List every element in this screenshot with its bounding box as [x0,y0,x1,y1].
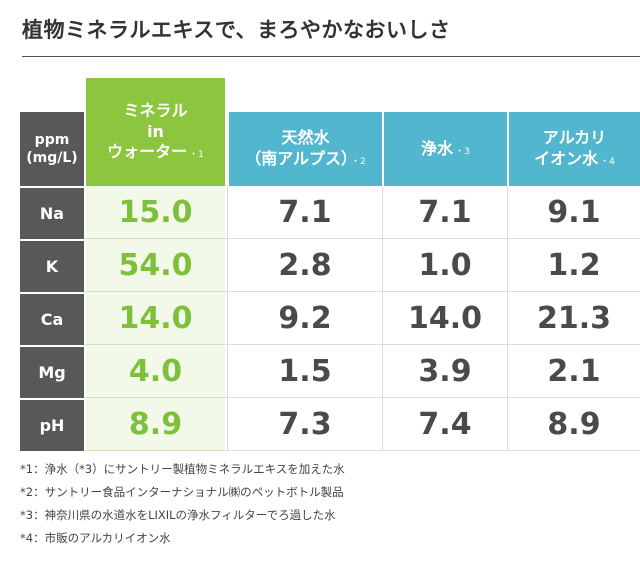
column-header-line: アルカリ [542,128,607,148]
value-cell: 9.2 [227,292,382,345]
footnotes: *1：浄水（*3）にサントリー製植物ミネラルエキスを加えた水 *2：サントリー食… [20,458,345,550]
column-header-line: ミネラル [123,100,188,120]
footnote-3: *3：神奈川県の水道水をLIXILの浄水フィルターでろ過した水 [20,508,336,522]
value-cell: 3.9 [382,345,507,398]
footnote-4: *4：市販のアルカリイオン水 [20,531,171,545]
value-cell: 7.3 [227,398,382,451]
value-cell-highlight: 15.0 [84,186,227,239]
value-cell: 2.8 [227,239,382,292]
value-cell: 1.0 [382,239,507,292]
column-header-natural-water: 天然水 （南アルプス） ・2 [227,78,382,186]
footnote-marker: ・2 [351,157,366,167]
table-row-k: K 54.0 2.8 1.0 1.2 [20,239,640,292]
footnote-marker: ・1 [189,150,204,161]
value-cell: 14.0 [382,292,507,345]
table-row-na: Na 15.0 7.1 7.1 9.1 [20,186,640,239]
value-cell: 1.2 [507,239,640,292]
unit-header: ppm (mg/L) [20,78,84,186]
title-divider [22,56,640,57]
footnote-marker: ・3 [455,146,470,157]
value-cell-highlight: 14.0 [84,292,227,345]
column-header-line: 浄水 [421,138,454,158]
footnote-1: *1：浄水（*3）にサントリー製植物ミネラルエキスを加えた水 [20,462,345,476]
value-cell: 8.9 [507,398,640,451]
value-cell-highlight: 4.0 [84,345,227,398]
row-label: K [20,239,84,292]
table-row-mg: Mg 4.0 1.5 3.9 2.1 [20,345,640,398]
column-header-alkaline-water: アルカリ イオン水 ・4 [507,78,640,186]
value-cell: 7.1 [227,186,382,239]
footnote-2: *2：サントリー食品インターナショナル㈱のペットボトル製品 [20,485,344,499]
value-cell: 7.4 [382,398,507,451]
table-row-ca: Ca 14.0 9.2 14.0 21.3 [20,292,640,345]
value-cell: 7.1 [382,186,507,239]
row-label: Na [20,186,84,239]
header-row: ppm (mg/L) ミネラル in ウォーター ・1 天然水 （南アルプス） ・2… [20,78,640,186]
column-header-line: ウォーター [107,142,188,162]
unit-line-2: (mg/L) [26,150,78,166]
row-label: Ca [20,292,84,345]
page-title: 植物ミネラルエキスで、まろやかなおいしさ [22,18,451,42]
mineral-comparison-table: ppm (mg/L) ミネラル in ウォーター ・1 天然水 （南アルプス） ・2… [20,78,640,451]
column-header-purified-water: 浄水 ・3 [382,78,507,186]
value-cell: 9.1 [507,186,640,239]
column-header-line: （南アルプス） [245,149,350,168]
value-cell-highlight: 54.0 [84,239,227,292]
unit-line-1: ppm [34,131,70,148]
value-cell: 21.3 [507,292,640,345]
row-label: Mg [20,345,84,398]
value-cell-highlight: 8.9 [84,398,227,451]
table-row-ph: pH 8.9 7.3 7.4 8.9 [20,398,640,451]
column-header-mineral-in-water: ミネラル in ウォーター ・1 [84,78,227,186]
value-cell: 2.1 [507,345,640,398]
row-label: pH [20,398,84,451]
footnote-marker: ・4 [600,157,615,167]
value-cell: 1.5 [227,345,382,398]
column-header-line: 天然水 [281,128,330,148]
column-header-line: イオン水 [534,149,599,168]
column-header-line: in [147,121,164,141]
